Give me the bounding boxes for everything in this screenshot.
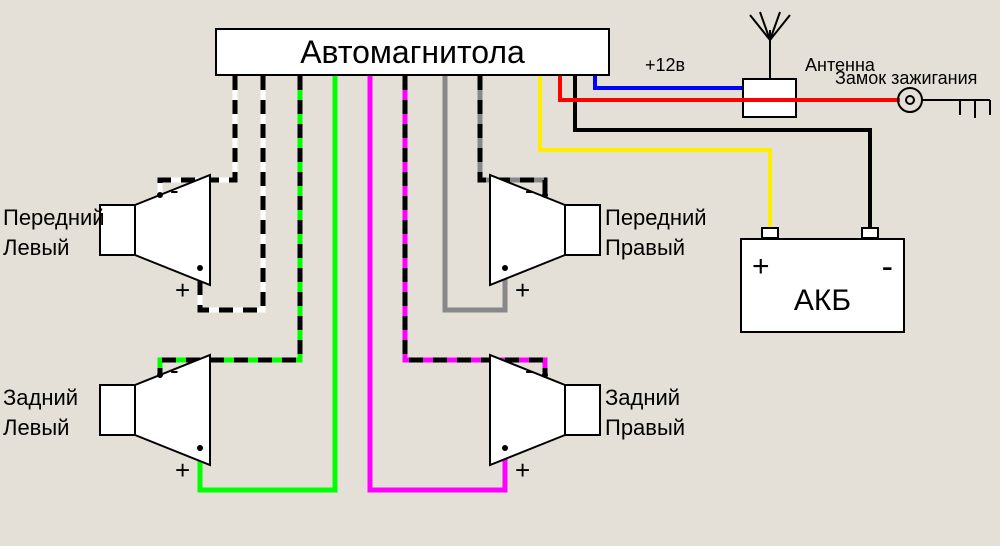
speaker-fr-plus: +	[515, 275, 530, 306]
speaker-rr-line1: Задний	[605, 385, 680, 411]
battery-box: + - АКБ	[740, 238, 905, 333]
speaker-rr-line2: Правый	[605, 415, 685, 441]
battery-label: АКБ	[794, 284, 851, 318]
speaker-fl-line2: Левый	[3, 235, 69, 261]
radio-box: Автомагнитола	[215, 28, 610, 76]
speaker-rl-icon	[100, 355, 210, 465]
battery-plus: +	[752, 250, 770, 284]
speaker-rr-plus: +	[515, 455, 530, 486]
speaker-fr-minus: -	[525, 175, 534, 206]
speaker-fr-line1: Передний	[605, 205, 707, 231]
radio-title: Автомагнитола	[300, 34, 525, 70]
speaker-rr-minus: -	[525, 355, 534, 386]
voltage-label: +12в	[645, 55, 685, 76]
speaker-rl-minus: -	[170, 355, 179, 386]
ignition-label: Замок зажигания	[835, 68, 977, 89]
speaker-rr-icon	[490, 355, 600, 465]
speaker-rl-line2: Левый	[3, 415, 69, 441]
speaker-rl-plus: +	[175, 455, 190, 486]
antenna-box	[742, 78, 797, 118]
speaker-fr-icon	[490, 175, 600, 285]
antenna-icon	[750, 12, 790, 78]
speaker-fl-icon	[100, 175, 210, 285]
battery-minus: -	[882, 248, 893, 287]
speaker-fl-line1: Передний	[3, 205, 105, 231]
speaker-fl-plus: +	[175, 275, 190, 306]
speaker-fl-minus: -	[170, 175, 179, 206]
key-icon	[898, 88, 990, 118]
speaker-fr-line2: Правый	[605, 235, 685, 261]
speaker-rl-line1: Задний	[3, 385, 78, 411]
